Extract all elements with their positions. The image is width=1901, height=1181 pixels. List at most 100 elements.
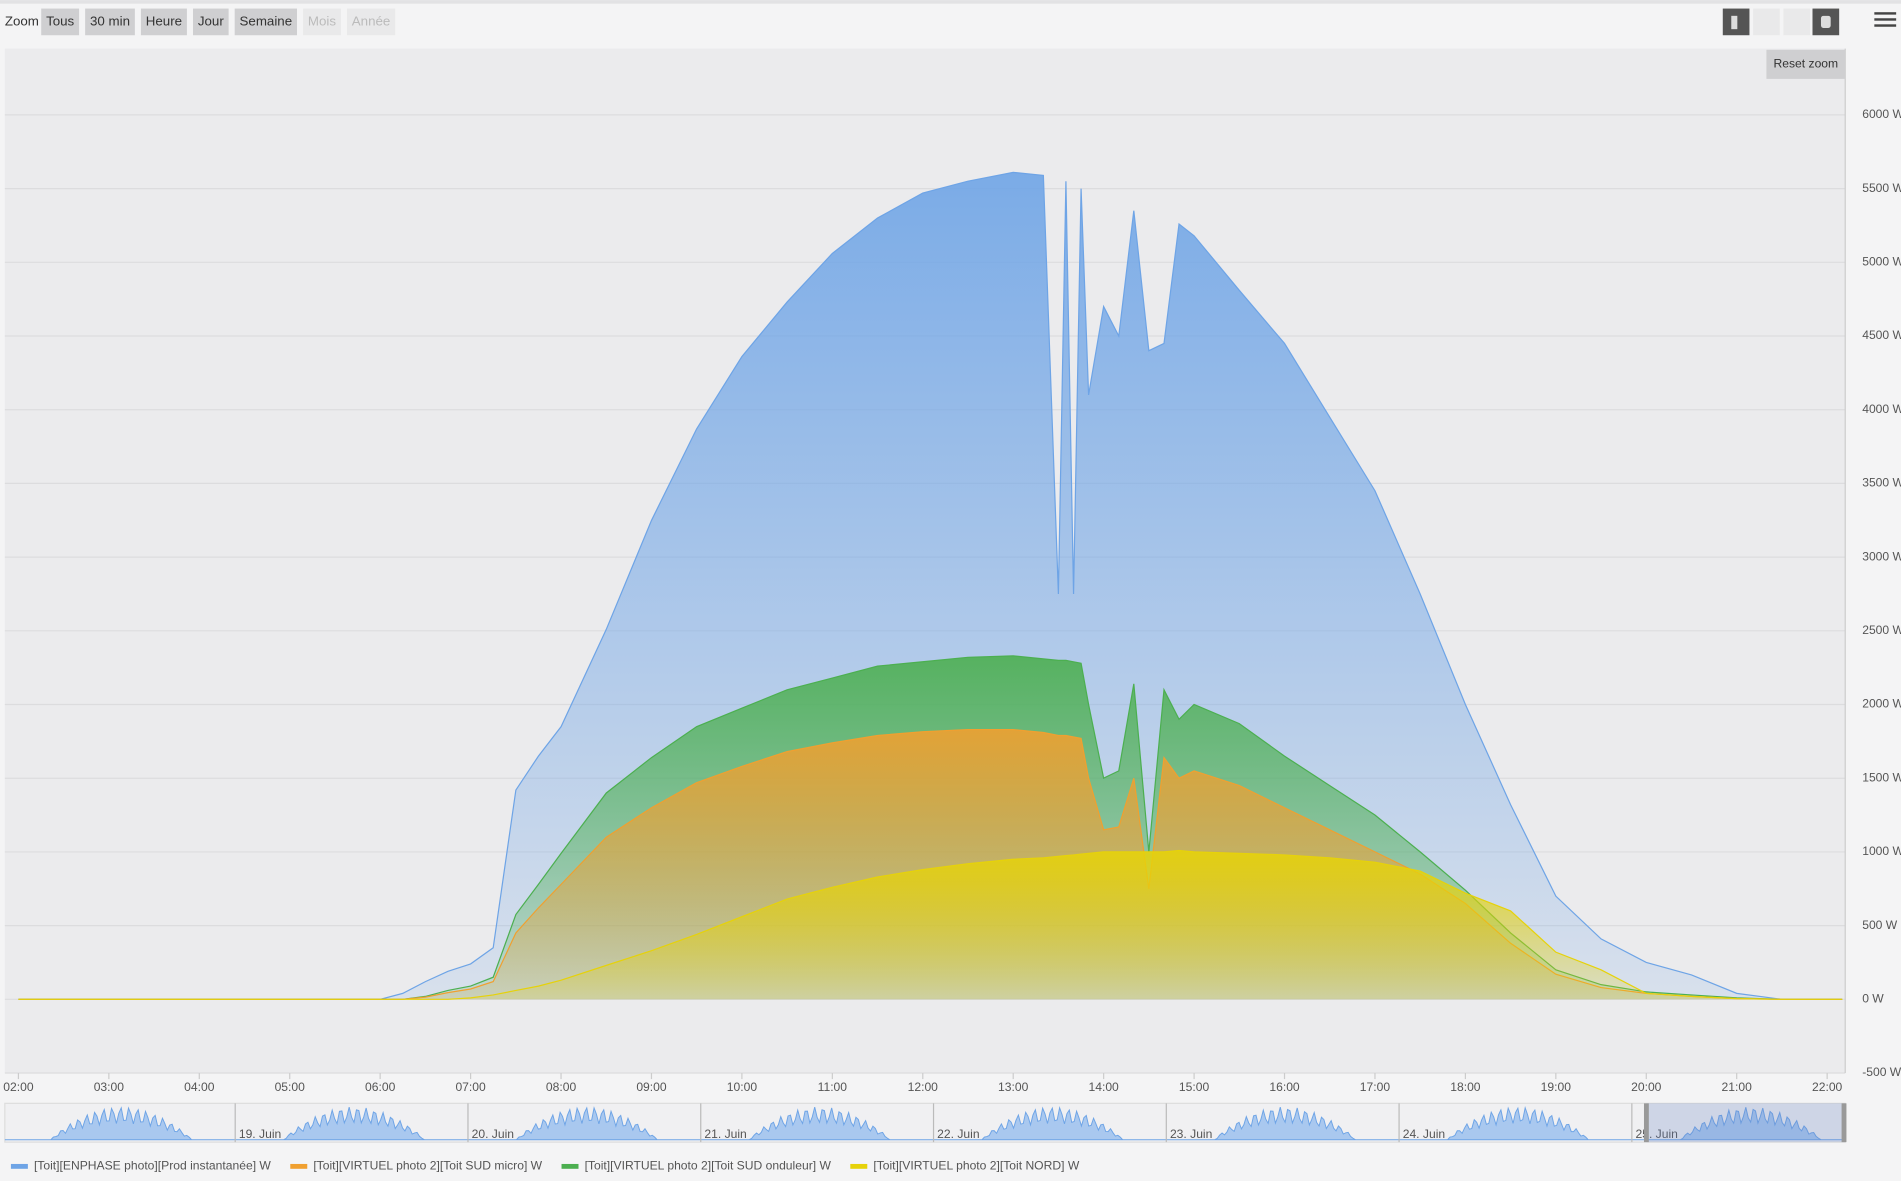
legend-item[interactable]: [Toit][VIRTUEL photo 2][Toit SUD micro] … xyxy=(290,1159,543,1173)
tool-icons xyxy=(1722,8,1897,36)
navigator-label: 23. Juin xyxy=(1170,1127,1212,1141)
zoom-button-label: Année xyxy=(352,13,391,28)
legend-item[interactable]: [Toit][VIRTUEL photo 2][Toit NORD] W xyxy=(850,1159,1080,1173)
legend-label: [Toit][VIRTUEL photo 2][Toit NORD] W xyxy=(873,1159,1079,1173)
y-tick-label: 4000 W xyxy=(1862,402,1901,416)
navigator: 19. Juin 20. Juin 21. Juin 22. Juin 23. Juin… xyxy=(4,1102,1847,1143)
y-tick-label: 4500 W xyxy=(1862,328,1901,342)
y-tick-label: 2000 W xyxy=(1862,697,1901,711)
icon-glyph xyxy=(1731,15,1738,30)
legend-swatch xyxy=(850,1163,868,1169)
top-edge xyxy=(0,0,1901,4)
x-tick-label: 13:00 xyxy=(998,1080,1029,1094)
legend-swatch xyxy=(561,1163,579,1169)
x-tick-label: 04:00 xyxy=(184,1080,215,1094)
toolbar: Zoom Tous 30 min Heure Jour Semaine Mois Année xyxy=(5,8,396,36)
reset-zoom-button[interactable]: Reset zoom xyxy=(1766,49,1846,79)
y-tick-label: -500 W xyxy=(1862,1065,1901,1079)
area-fill xyxy=(18,172,1843,1000)
x-tick-label: 07:00 xyxy=(455,1080,486,1094)
x-tick-label: 19:00 xyxy=(1541,1080,1572,1094)
zoom-button-label: Tous xyxy=(46,13,74,28)
y-axis: -500 W 0 W 500 W 1000 W 1500 W 2000 W 2500 W 30… xyxy=(1862,107,1901,1079)
navigator-selection[interactable] xyxy=(1646,1103,1846,1143)
legend-swatch xyxy=(10,1163,28,1169)
reset-zoom-label: Reset zoom xyxy=(1774,57,1839,71)
zoom-button-bg xyxy=(234,8,297,36)
x-tick-label: 08:00 xyxy=(546,1080,577,1094)
y-tick-label: 1500 W xyxy=(1862,770,1901,784)
x-tick-label: 11:00 xyxy=(818,1080,848,1094)
menu-bar xyxy=(1874,18,1897,21)
x-tick-label: 18:00 xyxy=(1450,1080,1481,1094)
legend-label: [Toit][VIRTUEL photo 2][Toit SUD micro] … xyxy=(313,1159,542,1173)
area-fill xyxy=(18,850,1843,1000)
x-tick-label: 03:00 xyxy=(94,1080,125,1094)
x-tick-label: 06:00 xyxy=(365,1080,396,1094)
navigator-label: 20. Juin xyxy=(472,1127,514,1141)
y-tick-label: 1000 W xyxy=(1862,844,1901,858)
icon-button[interactable] xyxy=(1783,8,1811,36)
navigator-label: 22. Juin xyxy=(937,1127,979,1141)
zoom-button-bg xyxy=(346,8,396,36)
x-tick-label: 21:00 xyxy=(1722,1080,1753,1094)
zoom-button-bg xyxy=(192,8,229,36)
zoom-button[interactable]: 30 min xyxy=(85,8,135,36)
navigator-handle[interactable] xyxy=(1841,1103,1847,1143)
y-tick-label: 3500 W xyxy=(1862,476,1901,490)
zoom-button-label: Semaine xyxy=(240,13,293,28)
menu-button[interactable] xyxy=(1874,12,1897,27)
legend-item[interactable]: [Toit][VIRTUEL photo 2][Toit SUD onduleu… xyxy=(561,1159,832,1173)
navigator-label: 21. Juin xyxy=(704,1127,746,1141)
zoom-button-bg xyxy=(85,8,135,36)
x-tick-label: 10:00 xyxy=(727,1080,758,1094)
zoom-label: Zoom xyxy=(5,13,39,28)
x-tick-label: 14:00 xyxy=(1088,1080,1119,1094)
y-tick-label: 6000 W xyxy=(1862,107,1901,121)
x-tick-label: 15:00 xyxy=(1179,1080,1210,1094)
zoom-button[interactable]: Tous xyxy=(41,8,80,36)
series-line xyxy=(18,171,1843,1000)
menu-bar xyxy=(1874,12,1897,15)
icon-button[interactable] xyxy=(1753,8,1780,36)
x-tick-label: 05:00 xyxy=(275,1080,306,1094)
zoom-button: Année xyxy=(346,8,396,36)
y-tick-label: 500 W xyxy=(1862,918,1898,932)
zoom-button-label: Mois xyxy=(308,13,336,28)
legend-label: [Toit][ENPHASE photo][Prod instantanée] … xyxy=(34,1159,271,1173)
menu-bar xyxy=(1874,24,1897,27)
zoom-button-bg xyxy=(303,8,341,36)
zoom-button-label: Jour xyxy=(198,13,224,28)
zoom-button-bg xyxy=(140,8,187,36)
x-tick-label: 20:00 xyxy=(1631,1080,1662,1094)
navigator-series xyxy=(4,1106,1846,1141)
legend-label: [Toit][VIRTUEL photo 2][Toit SUD onduleu… xyxy=(585,1159,832,1173)
legend-item[interactable]: [Toit][ENPHASE photo][Prod instantanée] … xyxy=(10,1159,272,1173)
x-axis: 02:00 03:00 04:00 05:00 06:00 07:00 08:00 09:00… xyxy=(3,1073,1843,1094)
navigator-label: 24. Juin xyxy=(1403,1127,1445,1141)
x-tick-label: 02:00 xyxy=(3,1080,34,1094)
zoom-button[interactable]: Jour xyxy=(192,8,229,36)
zoom-button-label: 30 min xyxy=(90,13,130,28)
zoom-button-bg xyxy=(41,8,80,36)
y-tick-label: 0 W xyxy=(1862,992,1884,1006)
x-tick-label: 09:00 xyxy=(636,1080,667,1094)
x-tick-label: 22:00 xyxy=(1812,1080,1843,1094)
icon-glyph xyxy=(1820,15,1831,28)
zoom-button[interactable]: Heure xyxy=(140,8,187,36)
legend: [Toit][ENPHASE photo][Prod instantanée] … xyxy=(10,1159,1080,1173)
y-tick-label: 2500 W xyxy=(1862,623,1901,637)
y-tick-label: 3000 W xyxy=(1862,549,1901,563)
zoom-button: Mois xyxy=(303,8,341,36)
navigator-label: 19. Juin xyxy=(239,1127,281,1141)
series-line xyxy=(18,849,1843,1000)
x-tick-label: 17:00 xyxy=(1360,1080,1391,1094)
legend-swatch xyxy=(290,1163,308,1169)
x-tick-label: 12:00 xyxy=(908,1080,939,1094)
navigator-handle[interactable] xyxy=(1643,1103,1649,1143)
zoom-button[interactable]: Semaine xyxy=(234,8,297,36)
y-tick-label: 5500 W xyxy=(1862,181,1901,195)
zoom-button-label: Heure xyxy=(146,13,182,28)
